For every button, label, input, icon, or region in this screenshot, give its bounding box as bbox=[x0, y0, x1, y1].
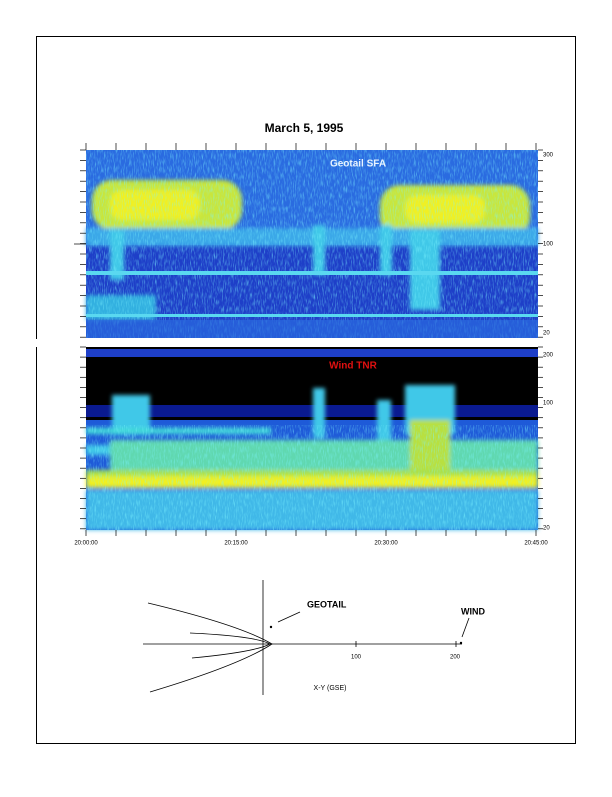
distance-tick-label: 100 bbox=[351, 655, 362, 661]
axis-label: X-Y (GSE) bbox=[314, 685, 347, 692]
orbit-diagram bbox=[143, 580, 470, 695]
geotail-spectrogram bbox=[86, 150, 538, 338]
time-label: 20:30:00 bbox=[374, 541, 398, 547]
axis-label: 300 bbox=[543, 153, 554, 159]
axis-label: 20 bbox=[543, 331, 550, 337]
time-label: 20:45:00 bbox=[524, 541, 548, 547]
page-border bbox=[36, 36, 576, 744]
spacecraft-label: WIND bbox=[461, 606, 485, 616]
figure-title: March 5, 1995 bbox=[265, 121, 344, 135]
border-gap bbox=[30, 339, 90, 347]
axis-label: 200 bbox=[543, 353, 554, 359]
time-label: 20:00:00 bbox=[74, 541, 98, 547]
axis-label: 100 bbox=[543, 401, 554, 407]
panel-label: Wind TNR bbox=[329, 361, 377, 372]
axis-label: 100 bbox=[543, 242, 554, 248]
wind-position bbox=[459, 641, 463, 645]
panel-label: Geotail SFA bbox=[330, 159, 386, 170]
wind-spectrogram bbox=[86, 347, 538, 530]
geotail-position bbox=[269, 625, 273, 629]
axis-ticks bbox=[80, 143, 543, 536]
spacecraft-label: GEOTAIL bbox=[307, 599, 347, 609]
distance-tick-label: 200 bbox=[450, 655, 461, 661]
axis-label: 20 bbox=[543, 526, 550, 532]
time-label: 20:15:00 bbox=[224, 541, 248, 547]
